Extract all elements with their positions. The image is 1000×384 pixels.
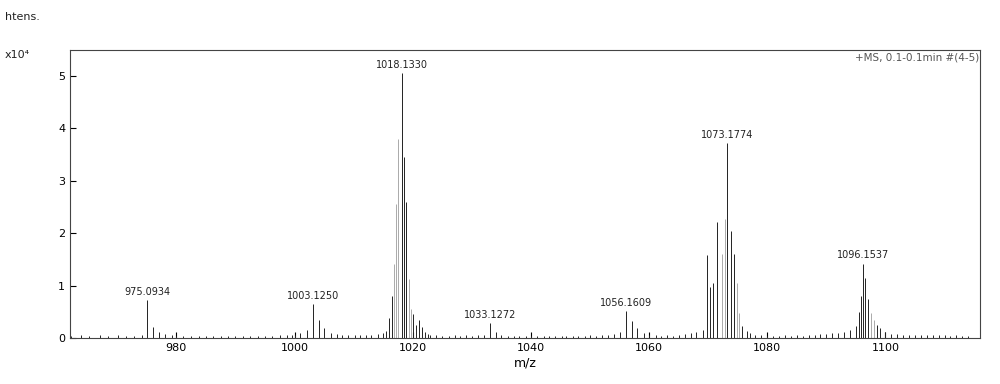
Text: 1018.1330: 1018.1330 [376, 60, 428, 70]
Text: 975.0934: 975.0934 [124, 287, 170, 297]
X-axis label: m/z: m/z [514, 357, 536, 370]
Text: x10⁴: x10⁴ [5, 50, 30, 60]
Text: 1003.1250: 1003.1250 [287, 291, 339, 301]
Text: 1033.1272: 1033.1272 [464, 310, 516, 320]
Text: htens.: htens. [5, 12, 40, 22]
Text: 1096.1537: 1096.1537 [837, 250, 889, 260]
Text: +MS, 0.1-0.1min #(4-5): +MS, 0.1-0.1min #(4-5) [855, 53, 979, 63]
Text: 1073.1774: 1073.1774 [701, 130, 753, 140]
Text: 1056.1609: 1056.1609 [600, 298, 652, 308]
